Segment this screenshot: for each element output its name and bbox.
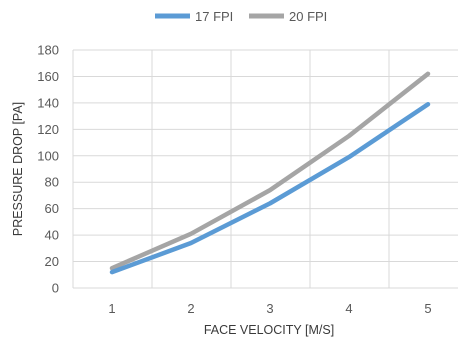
y-tick-label: 40 xyxy=(45,228,59,243)
x-tick-label: 3 xyxy=(266,301,273,316)
legend-label-20-fpi: 20 FPI xyxy=(289,9,327,24)
gridlines xyxy=(72,49,458,289)
y-tick-label: 60 xyxy=(45,201,59,216)
y-tick-label: 140 xyxy=(37,95,59,110)
y-tick-label: 180 xyxy=(37,43,59,58)
y-axis-tick-labels: 0 20 40 60 80 100 120 140 160 180 xyxy=(37,43,59,296)
x-axis-tick-labels: 1 2 3 4 5 xyxy=(108,301,431,316)
series-line-17-fpi xyxy=(109,101,431,275)
x-tick-label: 2 xyxy=(187,301,194,316)
x-tick-label: 4 xyxy=(345,301,352,316)
y-tick-label: 120 xyxy=(37,122,59,137)
series-lines xyxy=(109,71,431,275)
y-tick-label: 20 xyxy=(45,254,59,269)
y-tick-label: 100 xyxy=(37,148,59,163)
y-tick-label: 0 xyxy=(52,281,59,296)
x-tick-label: 1 xyxy=(108,301,115,316)
x-tick-label: 5 xyxy=(424,301,431,316)
series-line-20-fpi xyxy=(109,71,431,271)
legend-label-17-fpi: 17 FPI xyxy=(195,9,233,24)
y-tick-label: 160 xyxy=(37,69,59,84)
x-axis-title: FACE VELOCITY [M/S] xyxy=(204,323,334,337)
legend: 17 FPI 20 FPI xyxy=(155,9,327,24)
y-tick-label: 80 xyxy=(45,175,59,190)
y-axis-title: PRESSURE DROP [PA] xyxy=(11,102,25,236)
